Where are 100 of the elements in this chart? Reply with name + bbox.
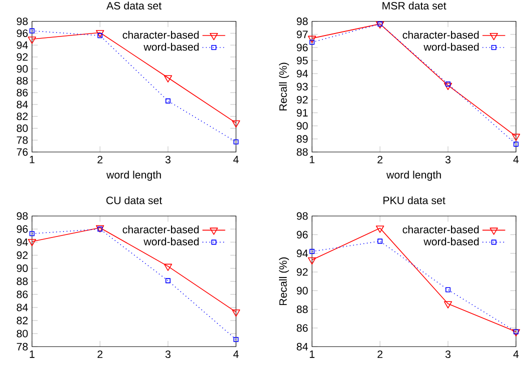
- point: [233, 336, 239, 342]
- legend-label: word-based: [144, 42, 199, 51]
- y-axis-title: Recall (%): [278, 62, 289, 110]
- point: [29, 28, 35, 34]
- y-tick-label: 82: [16, 112, 28, 120]
- y-tick-label: 94: [296, 250, 308, 258]
- y-tick-label: 88: [16, 278, 28, 286]
- legend-label: character-based: [122, 226, 199, 234]
- x-tick-label: 2: [378, 350, 382, 358]
- x-tick-label: 3: [165, 156, 170, 164]
- y-tick-label: 98: [16, 212, 28, 220]
- point: [308, 36, 316, 43]
- y-tick-label: 96: [296, 44, 308, 52]
- point: [377, 21, 383, 26]
- x-tick-label: 3: [445, 350, 450, 358]
- point: [445, 287, 451, 292]
- y-tick-label: 78: [16, 136, 28, 144]
- point: [309, 248, 315, 254]
- y-tick-label: 94: [296, 70, 308, 78]
- x-tick-label: 4: [513, 350, 519, 358]
- y-tick-label: 90: [16, 264, 28, 272]
- y-tick-label: 92: [16, 251, 28, 259]
- y-tick-label: 82: [16, 316, 28, 324]
- y-tick-label: 76: [16, 148, 28, 156]
- y-tick-label: 86: [16, 88, 28, 96]
- x-axis-title: word length: [106, 170, 161, 181]
- y-tick-label: 98: [296, 212, 308, 220]
- y-tick-label: 94: [16, 238, 28, 246]
- y-tick-label: 94: [16, 41, 28, 49]
- x-tick-label: 2: [98, 156, 102, 164]
- x-tick-label: 1: [310, 350, 314, 358]
- legend-label: word-based: [144, 238, 199, 246]
- point: [29, 231, 35, 236]
- x-tick-label: 3: [165, 350, 170, 358]
- x-tick-label: 1: [310, 156, 314, 164]
- point: [309, 40, 315, 45]
- y-axis-title: Recall (%): [278, 257, 289, 306]
- y-tick-label: 91: [296, 109, 308, 117]
- y-tick-label: 89: [296, 135, 308, 143]
- legend-label: character-based: [122, 30, 199, 39]
- x-axis-title: word length: [386, 170, 441, 181]
- x-tick-label: 4: [233, 156, 239, 164]
- point: [377, 238, 383, 244]
- y-tick-label: 88: [16, 76, 28, 85]
- y-tick-label: 90: [296, 286, 308, 294]
- point: [28, 36, 36, 44]
- chart-title: CU data set: [106, 196, 162, 204]
- y-tick-label: 96: [16, 225, 28, 233]
- y-tick-label: 96: [296, 230, 308, 238]
- x-tick-label: 1: [30, 350, 34, 358]
- x-tick-label: 2: [98, 350, 102, 358]
- y-tick-label: 95: [296, 56, 308, 64]
- chart-title: MSR data set: [382, 2, 446, 10]
- point: [28, 238, 36, 246]
- y-tick-label: 88: [296, 306, 308, 314]
- y-tick-label: 98: [16, 18, 28, 26]
- point: [165, 278, 171, 284]
- x-tick-label: 2: [378, 156, 382, 164]
- y-tick-label: 90: [16, 65, 28, 73]
- y-tick-label: 97: [296, 30, 308, 38]
- y-tick-label: 84: [16, 304, 28, 312]
- x-tick-label: 1: [30, 156, 34, 164]
- point: [513, 142, 519, 147]
- y-tick-label: 92: [296, 268, 308, 276]
- legend-label: character-based: [402, 30, 479, 39]
- y-tick-label: 96: [16, 29, 28, 37]
- point: [308, 257, 316, 265]
- point: [376, 226, 384, 233]
- chart-title: AS data set: [106, 2, 162, 10]
- y-tick-label: 80: [16, 330, 28, 338]
- y-tick-label: 92: [16, 53, 28, 61]
- y-tick-label: 80: [16, 124, 28, 132]
- point: [164, 264, 172, 271]
- x-tick-label: 4: [513, 156, 519, 164]
- y-tick-label: 86: [16, 290, 28, 298]
- y-tick-label: 78: [16, 342, 28, 350]
- y-tick-label: 86: [296, 324, 308, 332]
- legend-label: word-based: [424, 238, 479, 246]
- point: [232, 310, 240, 317]
- y-tick-label: 88: [296, 148, 308, 156]
- point: [232, 120, 240, 128]
- legend-label: character-based: [402, 226, 479, 234]
- legend-label: word-based: [424, 42, 479, 51]
- x-tick-label: 4: [233, 350, 239, 358]
- point: [97, 33, 103, 38]
- point: [96, 30, 104, 38]
- point: [164, 75, 172, 82]
- point: [444, 301, 452, 308]
- y-tick-label: 93: [296, 82, 308, 90]
- point: [512, 134, 520, 141]
- point: [444, 82, 452, 90]
- y-tick-label: 84: [296, 342, 308, 350]
- point: [445, 82, 451, 87]
- x-tick-label: 3: [445, 156, 450, 164]
- y-tick-label: 84: [16, 100, 28, 108]
- point: [233, 139, 239, 144]
- point: [165, 98, 171, 104]
- chart-title: PKU data set: [383, 196, 446, 204]
- y-tick-label: 98: [296, 18, 308, 26]
- y-tick-label: 92: [296, 96, 308, 104]
